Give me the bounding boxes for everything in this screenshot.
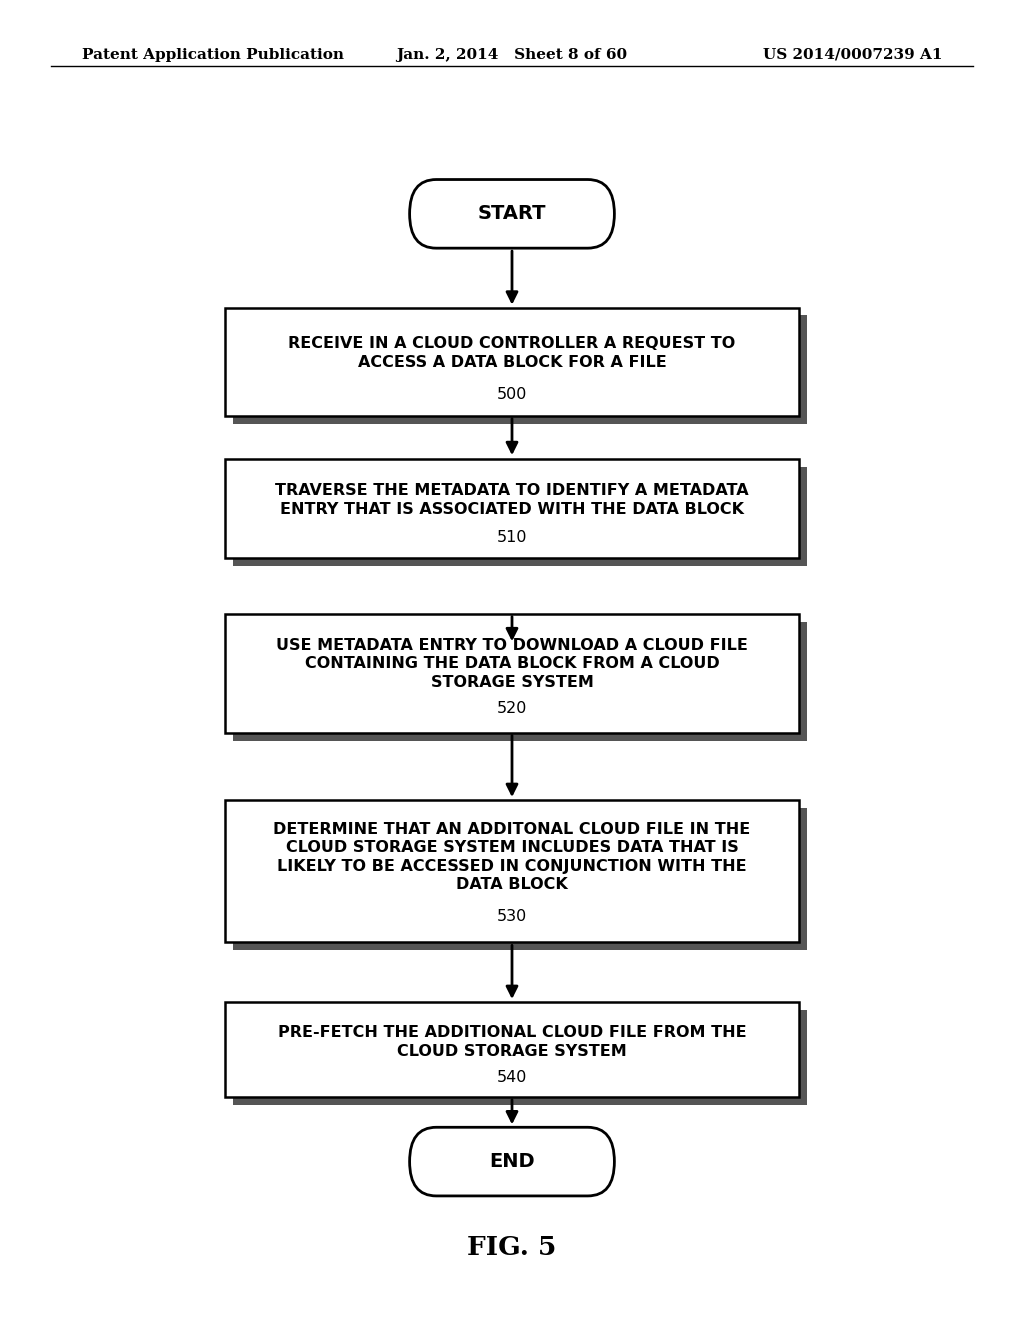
Text: US 2014/0007239 A1: US 2014/0007239 A1 [763,48,942,62]
Text: FIG. 5: FIG. 5 [467,1236,557,1259]
FancyBboxPatch shape [225,1002,799,1097]
Text: RECEIVE IN A CLOUD CONTROLLER A REQUEST TO
ACCESS A DATA BLOCK FOR A FILE: RECEIVE IN A CLOUD CONTROLLER A REQUEST … [289,337,735,370]
FancyBboxPatch shape [225,800,799,942]
Text: DETERMINE THAT AN ADDITONAL CLOUD FILE IN THE
CLOUD STORAGE SYSTEM INCLUDES DATA: DETERMINE THAT AN ADDITONAL CLOUD FILE I… [273,821,751,892]
Text: PRE-FETCH THE ADDITIONAL CLOUD FILE FROM THE
CLOUD STORAGE SYSTEM: PRE-FETCH THE ADDITIONAL CLOUD FILE FROM… [278,1026,746,1059]
FancyBboxPatch shape [410,1127,614,1196]
FancyBboxPatch shape [233,808,807,950]
Text: 500: 500 [497,387,527,401]
Text: TRAVERSE THE METADATA TO IDENTIFY A METADATA
ENTRY THAT IS ASSOCIATED WITH THE D: TRAVERSE THE METADATA TO IDENTIFY A META… [275,483,749,517]
FancyBboxPatch shape [225,459,799,557]
FancyBboxPatch shape [225,308,799,416]
Text: Jan. 2, 2014   Sheet 8 of 60: Jan. 2, 2014 Sheet 8 of 60 [396,48,628,62]
FancyBboxPatch shape [233,622,807,741]
Text: 530: 530 [497,909,527,924]
FancyBboxPatch shape [410,180,614,248]
Text: START: START [478,205,546,223]
FancyBboxPatch shape [233,315,807,424]
FancyBboxPatch shape [225,614,799,733]
Text: 510: 510 [497,531,527,545]
Text: Patent Application Publication: Patent Application Publication [82,48,344,62]
FancyBboxPatch shape [233,1010,807,1105]
Text: USE METADATA ENTRY TO DOWNLOAD A CLOUD FILE
CONTAINING THE DATA BLOCK FROM A CLO: USE METADATA ENTRY TO DOWNLOAD A CLOUD F… [276,638,748,690]
Text: END: END [489,1152,535,1171]
Text: 520: 520 [497,701,527,717]
FancyBboxPatch shape [233,467,807,565]
Text: 540: 540 [497,1071,527,1085]
